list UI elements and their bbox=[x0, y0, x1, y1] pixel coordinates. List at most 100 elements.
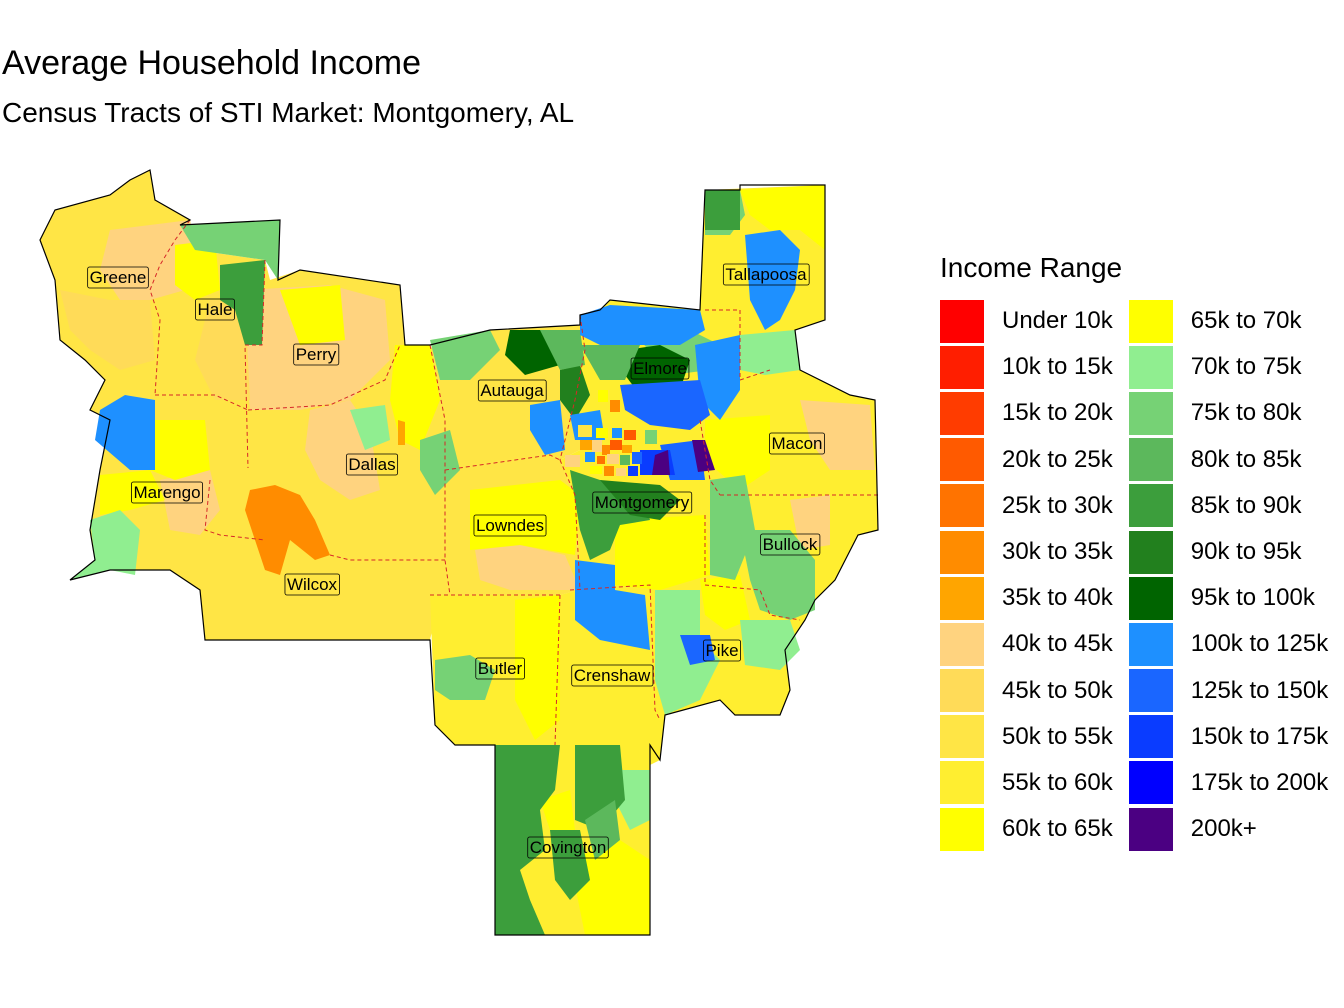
tract-urban-20 bbox=[610, 400, 620, 412]
county-label-covington: Covington bbox=[527, 836, 609, 859]
county-line-perry-dallas bbox=[247, 344, 401, 411]
county-label-box bbox=[527, 836, 609, 859]
county-label-box bbox=[592, 491, 693, 514]
tract-blue-7 bbox=[575, 560, 650, 650]
tract-fills bbox=[40, 170, 878, 935]
tract-lgreen-5 bbox=[350, 405, 390, 450]
tract-urban-11 bbox=[590, 466, 602, 474]
legend-item: 75k to 80k bbox=[1128, 390, 1328, 436]
county-label-lowndes: Lowndes bbox=[473, 514, 547, 537]
legend-swatch bbox=[940, 345, 984, 389]
tract-green-9 bbox=[550, 830, 590, 900]
tract-lgreen-12 bbox=[435, 655, 495, 700]
county-label-box bbox=[760, 533, 821, 556]
legend-item: 80k to 85k bbox=[1128, 437, 1328, 483]
tract-purple-2 bbox=[652, 450, 670, 475]
tract-orange-1 bbox=[245, 485, 330, 575]
tract-blue-4 bbox=[695, 335, 740, 420]
tract-urban-1 bbox=[580, 440, 592, 450]
tract-yellow-1 bbox=[175, 240, 220, 300]
county-label-perry: Perry bbox=[293, 343, 340, 366]
tract-urban-4 bbox=[610, 440, 622, 450]
legend-swatch bbox=[1128, 345, 1173, 389]
county-label-macon: Macon bbox=[769, 432, 825, 455]
legend-swatch bbox=[940, 299, 984, 343]
county-label-text: Crenshaw bbox=[574, 666, 651, 685]
county-label-bullock: Bullock bbox=[760, 533, 821, 556]
county-label-box bbox=[571, 664, 654, 687]
county-label-pike: Pike bbox=[703, 639, 741, 662]
legend-swatch bbox=[1128, 715, 1173, 759]
legend-label: 125k to 150k bbox=[1190, 676, 1329, 704]
tract-lgreen-4 bbox=[420, 430, 460, 495]
tract-yellow-11 bbox=[515, 595, 560, 740]
legend-item: 150k to 175k bbox=[1128, 714, 1328, 760]
county-label-text: Pike bbox=[705, 641, 738, 660]
legend-item: 70k to 75k bbox=[1128, 344, 1328, 390]
tract-green-6 bbox=[600, 480, 680, 520]
county-line-montgomery-crenshaw bbox=[569, 584, 661, 721]
county-line-marengo-north bbox=[155, 394, 249, 411]
legend-swatch bbox=[940, 669, 984, 713]
urban-core-tracts bbox=[565, 390, 657, 476]
tract-yellow-8 bbox=[705, 415, 770, 490]
county-line-dallas-lowndes bbox=[429, 344, 451, 596]
tract-green-10 bbox=[585, 800, 620, 860]
choropleth-map: Greene Hale Perry Autauga Elmore Tallapoosa Ma… bbox=[39, 169, 879, 936]
tract-tan-6 bbox=[800, 400, 875, 470]
legend-item: 90k to 95k bbox=[1128, 529, 1328, 575]
legend-swatch bbox=[1128, 530, 1173, 574]
tract-yellow-2 bbox=[150, 420, 210, 480]
county-labels: Greene Hale Perry Autauga Elmore Tallapoosa Ma… bbox=[87, 263, 825, 859]
county-label-box bbox=[703, 639, 741, 662]
legend-item: 15k to 20k bbox=[940, 390, 1113, 436]
county-label-text: Covington bbox=[530, 838, 607, 857]
tract-yellow-4 bbox=[280, 285, 345, 345]
legend-label: 175k to 200k bbox=[1190, 768, 1329, 796]
county-label-text: Butler bbox=[478, 659, 523, 678]
county-line-elmore-tallapoosa bbox=[705, 309, 771, 381]
tract-urban-15 bbox=[612, 428, 622, 438]
tract-blue-2 bbox=[580, 305, 705, 345]
legend-item: 35k to 40k bbox=[940, 575, 1113, 621]
legend-label: 45k to 50k bbox=[1002, 676, 1113, 704]
tract-lgreen-9 bbox=[740, 620, 800, 670]
tract-urban-16 bbox=[624, 430, 636, 440]
legend-item: 85k to 90k bbox=[1128, 483, 1328, 529]
legend-item: 50k to 55k bbox=[940, 714, 1113, 760]
legend-label: 65k to 70k bbox=[1190, 307, 1302, 335]
legend-label: 15k to 20k bbox=[1002, 399, 1113, 427]
county-label-box bbox=[195, 298, 235, 321]
tract-yellow-10 bbox=[700, 575, 750, 630]
legend-swatch bbox=[940, 807, 984, 851]
tract-tan-9 bbox=[60, 290, 155, 370]
legend-swatch bbox=[1128, 669, 1173, 713]
tract-green-12 bbox=[580, 345, 640, 380]
county-label-elmore: Elmore bbox=[630, 357, 690, 380]
tract-tan-1 bbox=[100, 220, 195, 300]
legend-title: Income Range bbox=[940, 252, 1123, 283]
legend-swatch bbox=[1128, 299, 1173, 343]
tract-tan-8 bbox=[195, 300, 250, 400]
tract-lgreen-2 bbox=[180, 220, 280, 280]
county-label-box bbox=[475, 657, 525, 680]
tract-lgreen-13 bbox=[615, 770, 650, 830]
legend-item: 25k to 30k bbox=[940, 483, 1113, 529]
legend-item: 55k to 60k bbox=[940, 760, 1113, 806]
county-label-text: Dallas bbox=[348, 455, 395, 474]
legend-item: 175k to 200k bbox=[1128, 760, 1329, 806]
tract-urban-21 bbox=[565, 455, 580, 467]
tract-blue-5 bbox=[620, 380, 710, 430]
legend-item: 95k to 100k bbox=[1128, 575, 1328, 621]
legend-item: 125k to 150k bbox=[1128, 668, 1329, 714]
legend-item: 65k to 70k bbox=[1128, 298, 1328, 344]
county-boundaries bbox=[149, 219, 878, 746]
county-label-text: Elmore bbox=[633, 359, 687, 378]
tract-urban-22 bbox=[645, 430, 657, 444]
tract-urban-17 bbox=[596, 428, 608, 438]
county-label-text: Autauga bbox=[480, 381, 544, 400]
county-label-text: Greene bbox=[90, 268, 147, 287]
county-line-bullock-pike bbox=[704, 515, 801, 621]
county-label-text: Montgomery bbox=[595, 493, 690, 512]
tract-green-1 bbox=[220, 260, 265, 345]
